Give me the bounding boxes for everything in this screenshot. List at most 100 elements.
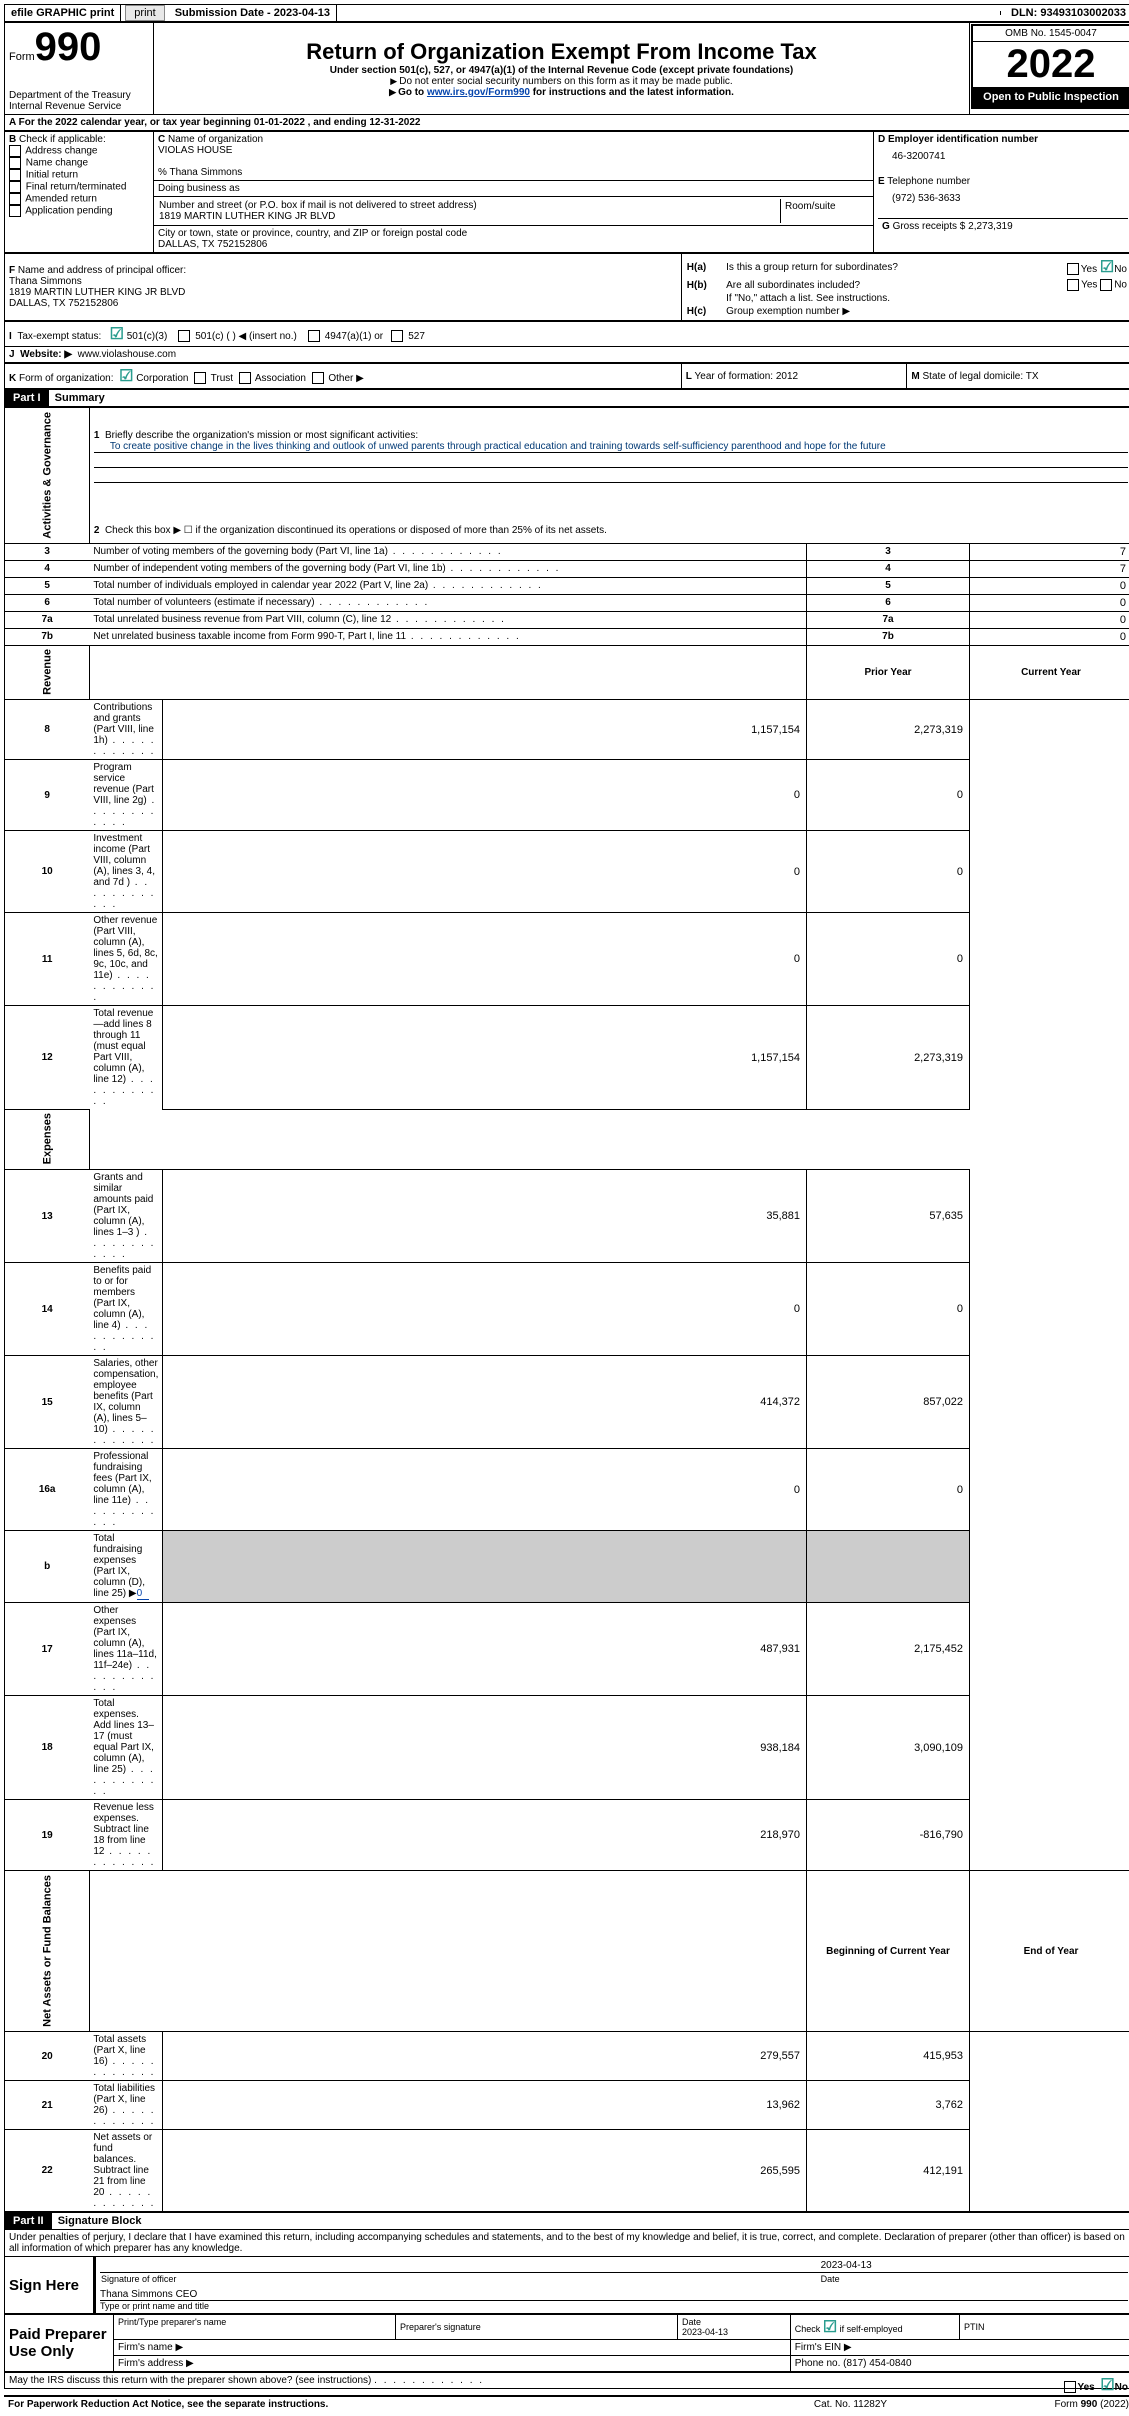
527-checkbox[interactable]	[391, 330, 403, 342]
col-current-year: Current Year	[970, 645, 1129, 700]
hb-yes-checkbox[interactable]	[1067, 279, 1079, 291]
discuss-yes-checkbox[interactable]	[1064, 2381, 1076, 2393]
501c-checkbox[interactable]	[178, 330, 190, 342]
row-value: 0	[970, 594, 1129, 611]
row-num: 5	[5, 577, 90, 594]
row-num: 15	[5, 1356, 90, 1449]
prior-year-value: 1,157,154	[163, 1006, 807, 1110]
current-year-value: 2,175,452	[807, 1603, 970, 1696]
row-label: Professional fundraising fees (Part IX, …	[89, 1449, 163, 1531]
part-1-header: Part I Summary	[4, 389, 1129, 407]
prior-year-value: 35,881	[163, 1170, 807, 1263]
current-year-value: 412,191	[807, 2130, 970, 2212]
current-year-value: 0	[807, 913, 970, 1006]
other-checkbox[interactable]	[312, 372, 324, 384]
hb-no-checkbox[interactable]	[1100, 279, 1112, 291]
ha-yes-checkbox[interactable]	[1067, 263, 1079, 275]
prior-year-value: 279,557	[163, 2032, 807, 2081]
row-label: Other revenue (Part VIII, column (A), li…	[89, 913, 163, 1006]
officer-name-title: Thana Simmons CEO	[100, 2289, 1128, 2301]
row-num: 17	[5, 1603, 90, 1696]
current-year-value: 0	[807, 1449, 970, 1531]
row-label: Investment income (Part VIII, column (A)…	[89, 831, 163, 913]
prior-year-value: 487,931	[163, 1603, 807, 1696]
form-title: Return of Organization Exempt From Incom…	[158, 39, 965, 65]
b-checkbox[interactable]	[9, 193, 21, 205]
cat-number: Cat. No. 11282Y	[757, 2396, 943, 2412]
self-employed-check[interactable]: Check ☑ if self-employed	[795, 2324, 903, 2334]
year-formation: 2012	[776, 371, 798, 382]
website: www.violashouse.com	[78, 349, 176, 360]
b-checkbox[interactable]	[9, 181, 21, 193]
identity-block: B Check if applicable: Address change Na…	[4, 131, 1129, 253]
current-year-value: 2,273,319	[807, 1006, 970, 1110]
col-boy: Beginning of Current Year	[807, 1871, 970, 2032]
sign-here-block: Sign Here 2023-04-13 Signature of office…	[4, 2256, 1129, 2314]
row-label: Total revenue—add lines 8 through 11 (mu…	[89, 1006, 163, 1110]
row-label: Salaries, other compensation, employee b…	[89, 1356, 163, 1449]
col-prior-year: Prior Year	[807, 645, 970, 700]
paid-preparer-label: Paid Preparer Use Only	[5, 2315, 114, 2372]
row-label: Number of independent voting members of …	[89, 560, 806, 577]
b-checkbox[interactable]	[9, 205, 21, 217]
row-num: 12	[5, 1006, 90, 1110]
officer-name: Thana Simmons	[9, 276, 82, 287]
row-label: Total number of volunteers (estimate if …	[89, 594, 806, 611]
b-checkbox[interactable]	[9, 157, 21, 169]
row-value: 7	[970, 543, 1129, 560]
side-expenses: Expenses	[5, 1109, 90, 1169]
row-value: 0	[970, 628, 1129, 645]
current-year-value: 0	[807, 1263, 970, 1356]
prior-year-value: 938,184	[163, 1696, 807, 1800]
row-num: 3	[5, 543, 90, 560]
b-checkbox[interactable]	[9, 145, 21, 157]
discuss-no-checked-icon: ☑	[1100, 2377, 1114, 2394]
row-num: 9	[5, 760, 90, 831]
current-year-value: 2,273,319	[807, 700, 970, 760]
prior-year-value: 265,595	[163, 2130, 807, 2212]
prior-year-value: 218,970	[163, 1800, 807, 1871]
row-num: 18	[5, 1696, 90, 1800]
submission-date: Submission Date - 2023-04-13	[169, 5, 337, 21]
row-label: Total assets (Part X, line 16)	[89, 2032, 163, 2081]
side-net-assets: Net Assets or Fund Balances	[5, 1871, 90, 2032]
efile-label: efile GRAPHIC print	[5, 5, 121, 21]
care-of: % Thana Simmons	[158, 167, 242, 178]
print-button[interactable]: print	[125, 5, 164, 21]
current-year-value: 0	[807, 760, 970, 831]
side-activities: Activities & Governance	[5, 408, 90, 544]
declaration-text: Under penalties of perjury, I declare th…	[4, 2230, 1129, 2256]
row-value: 0	[970, 577, 1129, 594]
prior-year-value: 414,372	[163, 1356, 807, 1449]
row-num: 20	[5, 2032, 90, 2081]
ein: 46-3200741	[878, 145, 1128, 176]
row-num-b: b	[5, 1531, 90, 1603]
row-label: Total unrelated business revenue from Pa…	[89, 611, 806, 628]
assoc-checkbox[interactable]	[239, 372, 251, 384]
prior-year-value: 0	[163, 1449, 807, 1531]
trust-checkbox[interactable]	[194, 372, 206, 384]
part-1-table: Activities & Governance 1 Briefly descri…	[4, 407, 1129, 2212]
open-inspection: Open to Public Inspection	[973, 87, 1129, 107]
current-year-value: -816,790	[807, 1800, 970, 1871]
footer: For Paperwork Reduction Act Notice, see …	[4, 2395, 1129, 2412]
4947-checkbox[interactable]	[308, 330, 320, 342]
irs-link[interactable]: www.irs.gov/Form990	[427, 87, 530, 98]
form-header: Form990 Department of the Treasury Inter…	[4, 22, 1129, 115]
row-label: Benefits paid to or for members (Part IX…	[89, 1263, 163, 1356]
b-checkbox[interactable]	[9, 169, 21, 181]
row-num: 22	[5, 2130, 90, 2212]
prior-year-value: 0	[163, 1263, 807, 1356]
prior-year-value: 0	[163, 831, 807, 913]
row-label: Revenue less expenses. Subtract line 18 …	[89, 1800, 163, 1871]
city-state-zip: DALLAS, TX 752152806	[158, 239, 267, 250]
dln: DLN: 93493103002033	[1005, 5, 1129, 21]
row-num: 21	[5, 2081, 90, 2130]
mission-text: To create positive change in the lives t…	[94, 441, 1128, 453]
part-2-header: Part II Signature Block	[4, 2212, 1129, 2230]
row-label: Other expenses (Part IX, column (A), lin…	[89, 1603, 163, 1696]
row-label: Total number of individuals employed in …	[89, 577, 806, 594]
row-label: Number of voting members of the governin…	[89, 543, 806, 560]
street-address: 1819 MARTIN LUTHER KING JR BLVD	[159, 211, 335, 222]
row-label: Net assets or fund balances. Subtract li…	[89, 2130, 163, 2212]
